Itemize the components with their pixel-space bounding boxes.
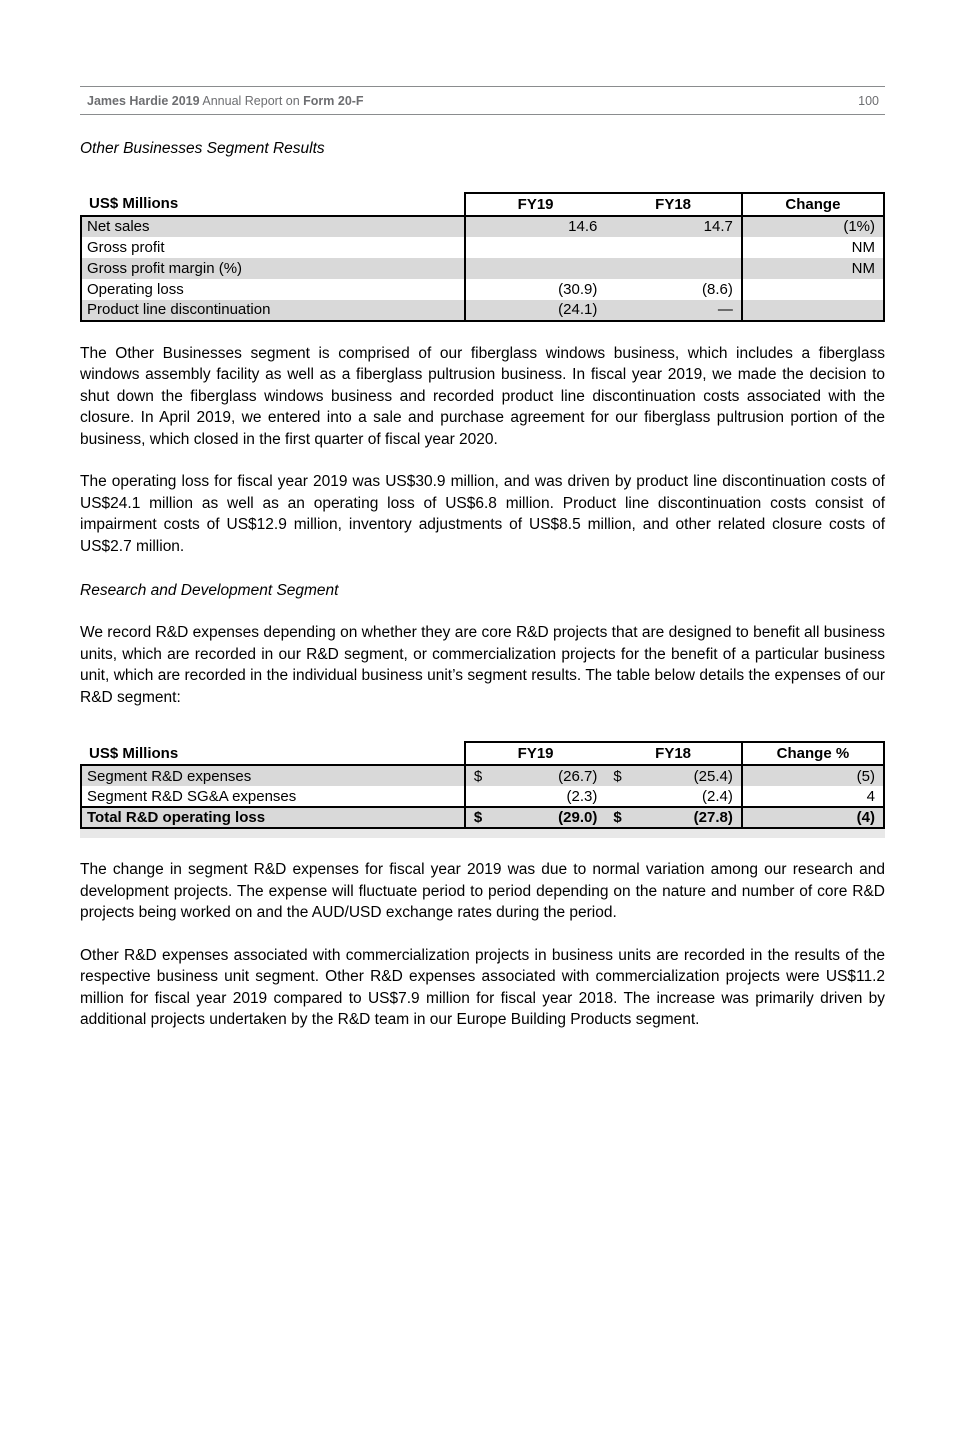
currency-symbol: $ [473,809,483,827]
cell-fy19 [463,236,606,258]
cell-change: (5) [741,764,886,787]
row-label: Segment R&D expenses [80,764,465,787]
report-title-form: Form 20-F [303,93,364,108]
cell-fy19: $ (26.7) [463,764,606,787]
column-header-change: Change [740,191,886,216]
table-row-product-line-discontinuation: Product line discontinuation (24.1) — [80,299,886,322]
currency-symbol: $ [613,809,622,827]
row-label: Net sales [80,214,465,237]
cell-fy19 [463,257,606,279]
table-row-gross-profit-margin: Gross profit margin (%) NM [80,257,886,279]
row-label: Operating loss [80,278,465,300]
row-label: Gross profit margin (%) [80,257,465,279]
rnd-table: US$ Millions FY19 FY18 Change % Segment … [80,741,886,830]
table-header-row: US$ Millions FY19 FY18 Change [81,191,886,216]
table-row-segment-rnd-expenses: Segment R&D expenses $ (26.7) $ (25.4) (… [80,764,886,787]
cell-change [741,278,886,300]
row-label: Segment R&D SG&A expenses [80,786,465,808]
cell-fy18: $ (27.8) [605,806,743,830]
column-header-change-pct: Change % [740,741,886,766]
paragraph-rnd-2: Other R&D expenses associated with comme… [80,946,885,1029]
cell-fy18: $ (25.4) [605,764,743,787]
cell-change: 4 [741,786,886,808]
table-row-gross-profit: Gross profit NM [80,236,886,258]
cell-fy18: (8.6) [605,278,743,300]
cell-change: (1%) [741,214,886,237]
column-header-fy18: FY18 [605,741,743,766]
other-businesses-table: US$ Millions FY19 FY18 Change Net sales … [80,191,886,322]
cell-fy18: (2.4) [605,786,743,808]
row-label: Product line discontinuation [80,299,465,322]
cell-fy19-value: (26.7) [558,767,598,785]
cell-fy19: 14.6 [463,214,606,237]
table-row-segment-rnd-sga-expenses: Segment R&D SG&A expenses (2.3) (2.4) 4 [80,786,886,808]
row-label: Total R&D operating loss [80,806,465,830]
column-header-fy19: FY19 [463,191,606,216]
cell-change: (4) [741,806,886,830]
report-title-company: James Hardie 2019 [87,93,200,108]
column-header-fy18: FY18 [605,191,743,216]
row-label: Gross profit [80,236,465,258]
paragraph-rnd-1: The change in segment R&D expenses for f… [80,861,885,922]
table-row-operating-loss: Operating loss (30.9) (8.6) [80,278,886,300]
cell-fy19-value: (2.3) [566,787,598,805]
cell-fy19: (30.9) [463,278,606,300]
cell-fy18 [605,236,743,258]
page-header: James Hardie 2019 Annual Report on Form … [80,86,885,115]
cell-fy18-value: (27.8) [693,809,733,827]
table-underline-strip [80,829,885,839]
paragraph-other-businesses-1: The Other Businesses segment is comprise… [80,344,885,448]
cell-fy19: (2.3) [463,786,606,808]
cell-fy18 [605,257,743,279]
cell-fy19: $ (29.0) [463,806,606,830]
cell-fy18-value: (2.4) [702,787,733,805]
section-heading-rnd: Research and Development Segment [80,582,339,600]
cell-fy18-value: (25.4) [693,767,733,785]
currency-symbol: $ [613,767,622,785]
table-row-total-rnd-operating-loss: Total R&D operating loss $ (29.0) $ (27.… [80,806,886,830]
report-title: James Hardie 2019 Annual Report on Form … [87,94,364,108]
cell-fy18: 14.7 [605,214,743,237]
paragraph-other-businesses-2: The operating loss for fiscal year 2019 … [80,473,885,555]
page-number: 100 [858,93,879,108]
cell-fy18: — [605,299,743,322]
section-heading-other-businesses: Other Businesses Segment Results [80,140,325,157]
table-unit-label: US$ Millions [89,744,179,762]
cell-change: NM [741,257,886,279]
currency-symbol: $ [473,767,483,785]
table-header-row: US$ Millions FY19 FY18 Change % [81,741,886,766]
document-page: James Hardie 2019 Annual Report on Form … [0,86,965,1031]
cell-fy19: (24.1) [463,299,606,322]
report-title-middle: Annual Report on [199,93,304,108]
cell-change [741,299,886,322]
table-row-net-sales: Net sales 14.6 14.7 (1%) [80,214,886,237]
cell-fy19-value: (29.0) [558,809,598,827]
table-unit-label: US$ Millions [89,195,179,213]
column-header-fy19: FY19 [463,741,606,766]
paragraph-rnd-intro: We record R&D expenses depending on whet… [80,623,885,706]
cell-change: NM [741,236,886,258]
